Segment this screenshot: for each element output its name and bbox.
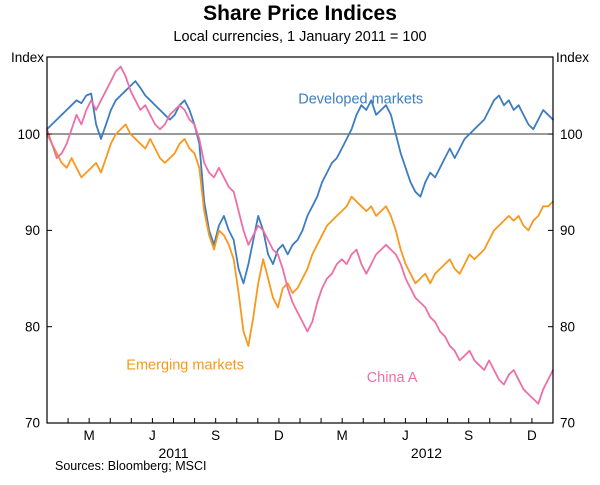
y-axis-unit-right: Index [556, 50, 590, 65]
x-tick-label: D [274, 428, 284, 443]
sources-note: Sources: Bloomberg; MSCI [55, 459, 207, 473]
x-tick-label: D [527, 428, 537, 443]
y-tick-label-right: 80 [560, 319, 575, 334]
series-line-2 [46, 65, 554, 405]
plot-border [46, 56, 554, 424]
series-line-1 [46, 123, 554, 347]
x-tick-label: J [402, 428, 409, 443]
x-tick-label: S [211, 428, 220, 443]
y-tick-label-right: 100 [560, 127, 583, 142]
chart-title: Share Price Indices [203, 2, 397, 25]
y-tick-label-right: 70 [560, 416, 575, 431]
x-year-label: 2011 [158, 445, 188, 461]
y-tick-label-left: 90 [25, 223, 40, 238]
x-tick-label: J [149, 428, 156, 443]
y-tick-label-left: 70 [25, 416, 40, 431]
series-annotation: Developed markets [298, 91, 423, 107]
y-tick-label-left: 100 [17, 127, 40, 142]
y-axis-unit-left: Index [10, 50, 44, 65]
x-tick-label: M [84, 428, 95, 443]
x-tick-label: S [464, 428, 473, 443]
series-annotation: China A [367, 370, 418, 386]
series-annotation: Emerging markets [126, 357, 244, 373]
x-tick-label: M [337, 428, 348, 443]
chart-subtitle: Local currencies, 1 January 2011 = 100 [173, 29, 427, 45]
y-tick-label-left: 80 [25, 319, 40, 334]
series-line-0 [46, 80, 554, 285]
y-tick-label-right: 90 [560, 223, 575, 238]
x-year-label: 2012 [411, 445, 442, 461]
